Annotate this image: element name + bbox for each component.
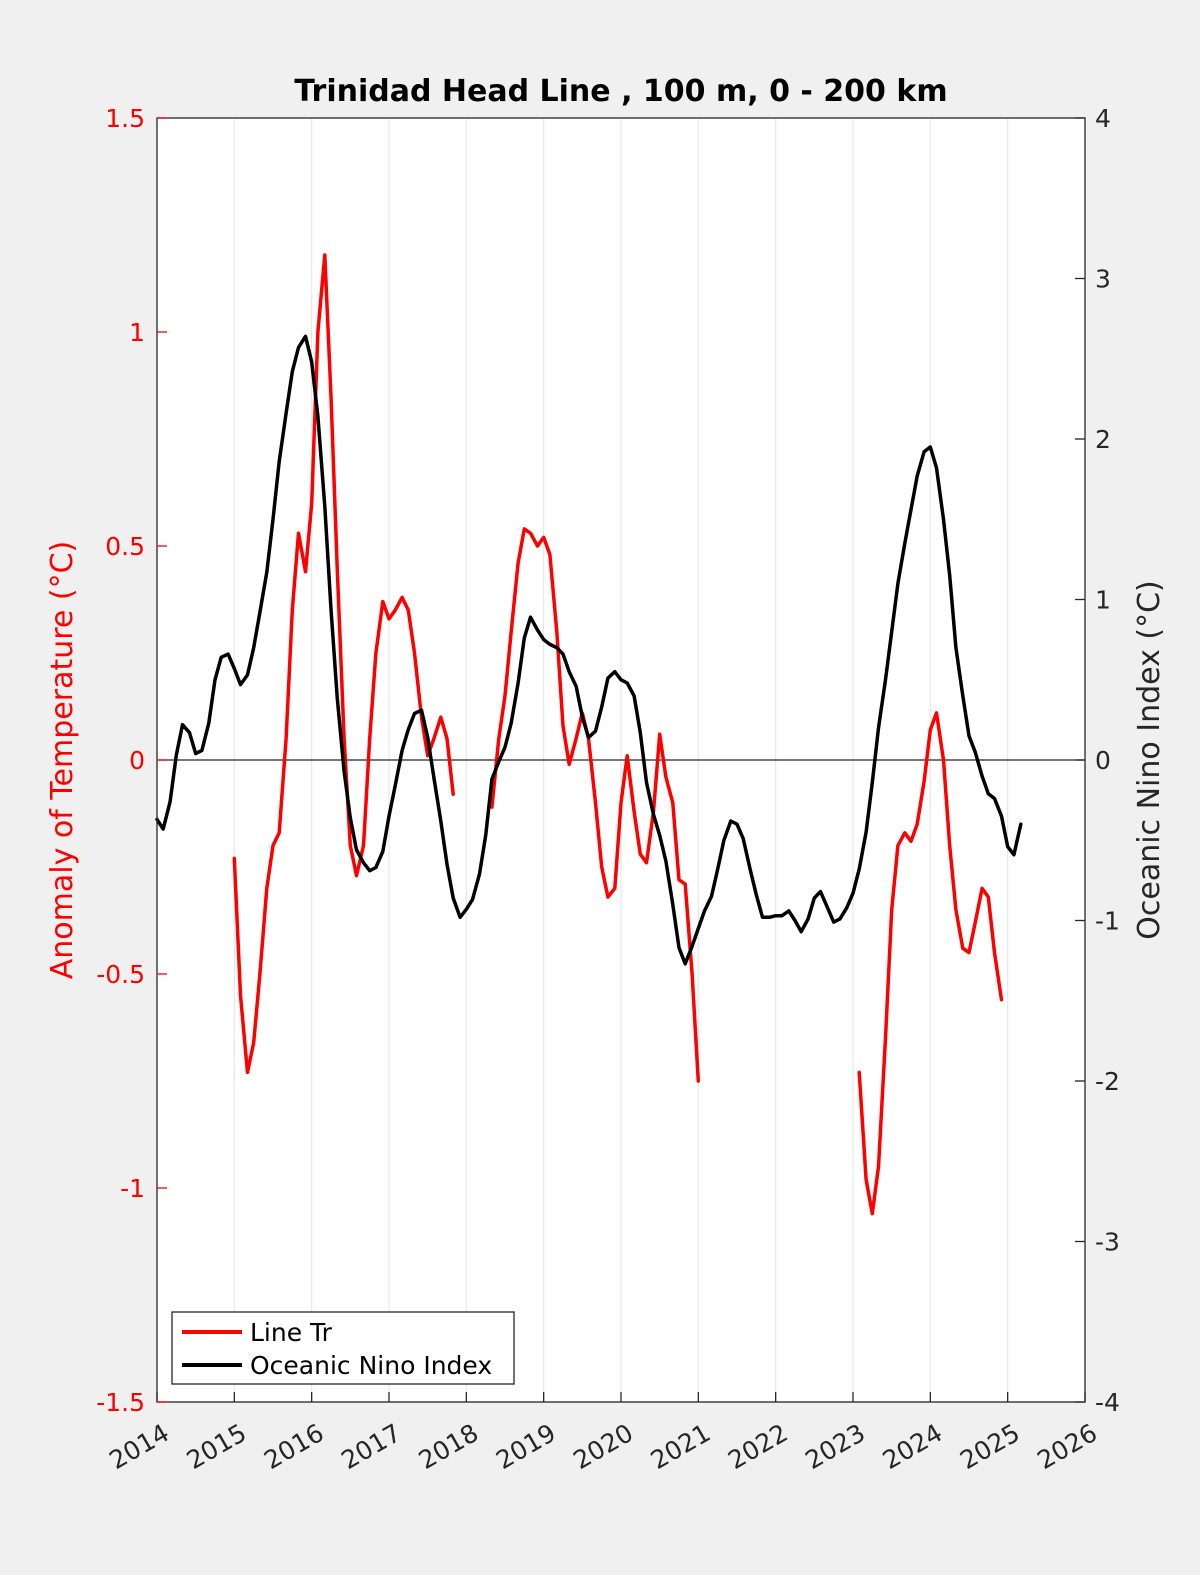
x-tick-label: 2022	[723, 1418, 793, 1475]
y-right-tick-label: -2	[1095, 1067, 1120, 1096]
x-tick-label: 2023	[800, 1418, 870, 1475]
series-group	[155, 253, 1023, 1216]
chart-title: Trinidad Head Line , 100 m, 0 - 200 km	[294, 74, 947, 109]
x-tick-label: 2018	[414, 1418, 484, 1475]
series-line-tr	[490, 527, 701, 1083]
series-line-tr	[857, 711, 1004, 1216]
y-left-tick-label: 0.5	[105, 532, 145, 561]
y-right-tick-label: -1	[1095, 907, 1120, 936]
x-tick-label: 2014	[104, 1418, 174, 1475]
y-left-tick-label: 1.5	[105, 104, 145, 133]
legend-box	[171, 1311, 515, 1385]
y-left-tick-label: 0	[129, 746, 145, 775]
y-right-tick-label: 2	[1095, 425, 1111, 454]
y-left-tick-label: -1.5	[96, 1388, 145, 1417]
legend-label-line-tr: Line Tr	[250, 1318, 333, 1347]
series-line-tr	[232, 253, 455, 1075]
y-right-tick-label: -3	[1095, 1228, 1120, 1257]
y-axis-right-label: Oceanic Nino Index (°C)	[1132, 580, 1167, 940]
y-right-tick-label: -4	[1095, 1388, 1120, 1417]
x-tick-label: 2019	[491, 1418, 561, 1475]
y-right-tick-label: 3	[1095, 265, 1111, 294]
x-tick-label: 2016	[259, 1418, 329, 1475]
x-tick-label: 2025	[955, 1418, 1025, 1475]
y-right-tick-label: 4	[1095, 104, 1111, 133]
y-right-tick-label: 1	[1095, 586, 1111, 615]
legend: Line Tr Oceanic Nino Index	[171, 1311, 515, 1385]
x-tick-label: 2015	[182, 1418, 252, 1475]
x-tick-label: 2026	[1032, 1418, 1102, 1475]
y-left-tick-label: 1	[129, 318, 145, 347]
x-tick-label: 2021	[646, 1418, 716, 1475]
y-axis-left-label: Anomaly of Temperature (°C)	[45, 541, 80, 980]
x-tick-label: 2020	[568, 1418, 638, 1475]
y-right-tick-label: 0	[1095, 746, 1111, 775]
y-left-tick-label: -1	[120, 1174, 145, 1203]
y-left-tick-label: -0.5	[96, 960, 145, 989]
series-oni	[155, 334, 1023, 966]
x-tick-label: 2024	[878, 1418, 948, 1475]
legend-label-oni: Oceanic Nino Index	[250, 1351, 492, 1380]
x-tick-label: 2017	[336, 1418, 406, 1475]
